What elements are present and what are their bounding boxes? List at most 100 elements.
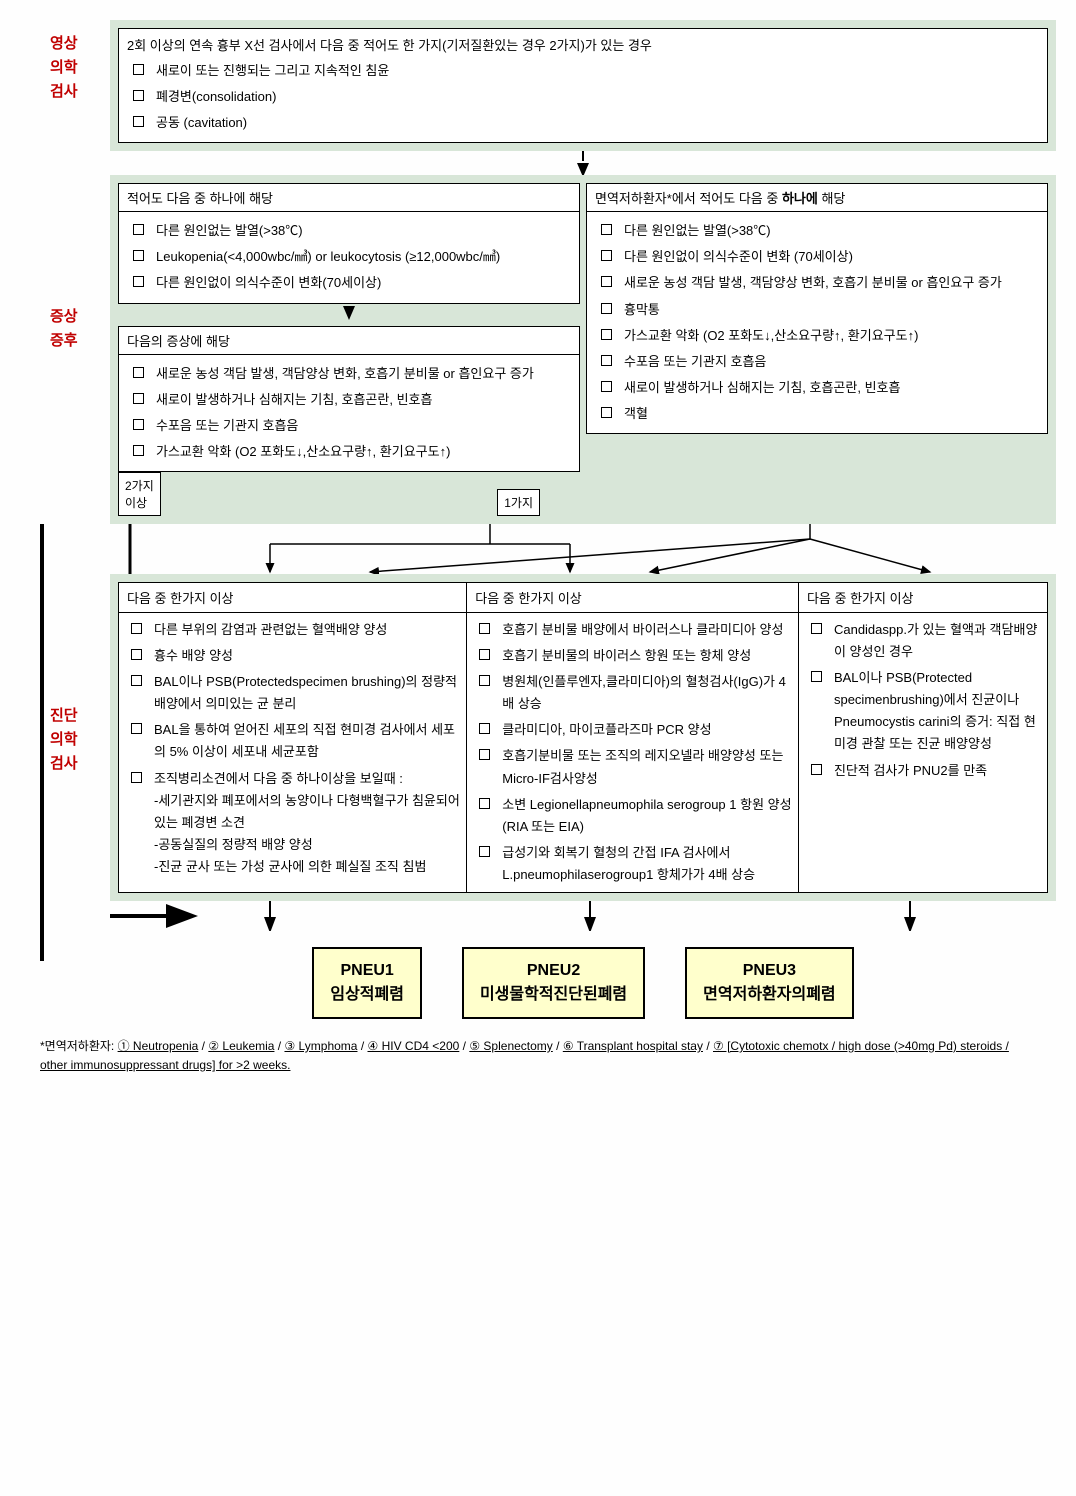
pneu-row: PNEU1 임상적폐렴 PNEU2 미생물학적진단된폐렴 PNEU3 면역저하환… [110, 947, 1056, 1019]
section-label-imaging: 영상 의학 검사 [50, 32, 78, 104]
item-text: 수포음 또는 기관지 호흡음 [156, 415, 571, 437]
list-item: 조직병리소견에서 다음 중 하나이상을 보일때 : -세기관지와 폐포에서의 농… [125, 766, 460, 880]
item-text: 병원체(인플루엔자,클라미디아)의 혈청검사(IgG)가 4배 상승 [502, 671, 792, 715]
list-item: 클라미디아, 마이코플라즈마 PCR 양성 [473, 717, 792, 743]
checkbox-icon [131, 723, 142, 734]
list-item: 병원체(인플루엔자,클라미디아)의 혈청검사(IgG)가 4배 상승 [473, 669, 792, 717]
footnote-prefix: *면역저하환자: [40, 1039, 114, 1053]
item-text: 소변 Legionellapneumophila serogroup 1 항원 … [502, 794, 792, 838]
list-item: 객혈 [595, 401, 1039, 427]
checkbox-icon [811, 623, 822, 634]
checkbox-icon [133, 64, 144, 75]
imaging-item: 폐경변(consolidation) [127, 84, 1039, 110]
pneu-arrows [110, 901, 1070, 931]
checkbox-icon [479, 649, 490, 660]
diag-col1: 다음 중 한가지 이상 다른 부위의 감염과 관련없는 혈액배양 양성 흉수 배… [119, 583, 467, 892]
pneu1-name: 임상적폐렴 [330, 986, 404, 1003]
list-item: 수포음 또는 기관지 호흡음 [595, 349, 1039, 375]
item-text: 다른 원인없이 의식수준이 변화(70세이상) [156, 272, 571, 294]
item-text: 다른 원인없는 발열(>38℃) [156, 220, 571, 242]
tag-2plus: 2가지 이상 [118, 472, 161, 516]
checkbox-icon [601, 407, 612, 418]
item-text: 흉막통 [624, 299, 1039, 321]
list-item: 흉수 배양 양성 [125, 643, 460, 669]
pneu3-box: PNEU3 면역저하환자의폐렴 [685, 947, 853, 1019]
item-text: 새로이 발생하거나 심해지는 기침, 호흡곤란, 빈호흡 [624, 377, 1039, 399]
item-text: 가스교환 악화 (O2 포화도↓,산소요구량↑, 환기요구도↑) [156, 441, 571, 463]
checkbox-icon [131, 623, 142, 634]
imaging-item: 공동 (cavitation) [127, 110, 1039, 136]
list-item: BAL이나 PSB(Protectedspecimen brushing)의 정… [125, 669, 460, 717]
imaging-section: 2회 이상의 연속 흉부 X선 검사에서 다음 중 적어도 한 가지(기저질환있… [110, 20, 1056, 151]
footnote-item: ⑤ Splenectomy [469, 1039, 552, 1053]
imaging-item-text: 폐경변(consolidation) [156, 86, 1039, 108]
list-item: BAL이나 PSB(Protected specimenbrushing)에서 … [805, 665, 1041, 757]
item-text: 새로운 농성 객담 발생, 객담양상 변화, 호흡기 분비물 or 흡인요구 증… [624, 272, 1039, 294]
pneu3-code: PNEU3 [743, 962, 796, 979]
list-item: 다른 원인없이 의식수준이 변화(70세이상) [127, 270, 571, 296]
pneu3-name: 면역저하환자의폐렴 [703, 986, 835, 1003]
item-text: 호흡기 분비물의 바이러스 항원 또는 항체 양성 [502, 645, 792, 667]
list-item: 소변 Legionellapneumophila serogroup 1 항원 … [473, 792, 792, 840]
checkbox-icon [133, 419, 144, 430]
imaging-header: 2회 이상의 연속 흉부 X선 검사에서 다음 중 적어도 한 가지(기저질환있… [127, 35, 1039, 58]
checkbox-icon [479, 798, 490, 809]
item-text: 흉수 배양 양성 [154, 645, 460, 667]
item-text: BAL이나 PSB(Protected specimenbrushing)에서 … [834, 667, 1041, 755]
symptoms-section: 적어도 다음 중 하나에 해당 다른 원인없는 발열(>38℃) Leukope… [110, 175, 1056, 524]
pneu2-box: PNEU2 미생물학적진단된폐렴 [462, 947, 645, 1019]
symptoms-left-box2: 새로운 농성 객담 발생, 객담양상 변화, 호흡기 분비물 or 흡인요구 증… [118, 354, 580, 472]
footnote-item: ② Leukemia [208, 1039, 274, 1053]
item-text: 조직병리소견에서 다음 중 하나이상을 보일때 : -세기관지와 폐포에서의 농… [154, 768, 460, 878]
item-text: 호흡기 분비물 배양에서 바이러스나 클라미디아 양성 [502, 619, 792, 641]
imaging-item: 새로이 또는 진행되는 그리고 지속적인 침윤 [127, 58, 1039, 84]
symptoms-right-column: 면역저하환자*에서 적어도 다음 중 하나에 해당 다른 원인없는 발열(>38… [586, 183, 1048, 516]
checkbox-icon [479, 749, 490, 760]
section-label-symptoms: 증상 증후 [50, 305, 78, 353]
diag-col2-header: 다음 중 한가지 이상 [467, 583, 798, 613]
item-text: BAL을 통하여 얻어진 세포의 직접 현미경 검사에서 세포의 5% 이상이 … [154, 719, 460, 763]
list-item: 호흡기 분비물의 바이러스 항원 또는 항체 양성 [473, 643, 792, 669]
checkbox-icon [601, 250, 612, 261]
footnote-item: ⑥ Transplant hospital stay [563, 1039, 703, 1053]
item-text: 수포음 또는 기관지 호흡음 [624, 351, 1039, 373]
left-thick-line [40, 524, 44, 961]
list-item: 수포음 또는 기관지 호흡음 [127, 413, 571, 439]
pneu2-code: PNEU2 [527, 962, 580, 979]
footnote: *면역저하환자: ① Neutropenia / ② Leukemia / ③ … [40, 1037, 1036, 1075]
pneu2-name: 미생물학적진단된폐렴 [480, 986, 627, 1003]
checkbox-icon [601, 303, 612, 314]
imaging-item-text: 새로이 또는 진행되는 그리고 지속적인 침윤 [156, 60, 1039, 82]
item-text: 다른 원인없는 발열(>38℃) [624, 220, 1039, 242]
footnote-item: ④ HIV CD4 <200 [368, 1039, 460, 1053]
tag-1: 1가지 [497, 489, 540, 516]
list-item: 새로이 발생하거나 심해지는 기침, 호흡곤란, 빈호흡 [595, 375, 1039, 401]
list-item: 다른 원인없는 발열(>38℃) [595, 218, 1039, 244]
list-item: 호흡기 분비물 배양에서 바이러스나 클라미디아 양성 [473, 617, 792, 643]
checkbox-icon [131, 675, 142, 686]
footnote-item: ① Neutropenia [118, 1039, 199, 1053]
item-text: 가스교환 악화 (O2 포화도↓,산소요구량↑, 환기요구도↑) [624, 325, 1039, 347]
symptoms-left-column: 적어도 다음 중 하나에 해당 다른 원인없는 발열(>38℃) Leukope… [118, 183, 580, 516]
checkbox-icon [131, 772, 142, 783]
checkbox-icon [133, 90, 144, 101]
footnote-item: ③ Lymphoma [284, 1039, 357, 1053]
list-item: 호흡기분비물 또는 조직의 레지오넬라 배양양성 또는 Micro-IF검사양성 [473, 743, 792, 791]
checkbox-icon [601, 381, 612, 392]
item-text: 진단적 검사가 PNU2를 만족 [834, 760, 1041, 782]
pneu1-box: PNEU1 임상적폐렴 [312, 947, 422, 1019]
list-item: 흉막통 [595, 297, 1039, 323]
checkbox-icon [479, 623, 490, 634]
diagnostic-section: 다음 중 한가지 이상 다른 부위의 감염과 관련없는 혈액배양 양성 흉수 배… [110, 574, 1056, 901]
item-text: Leukopenia(<4,000wbc/㎣) or leukocytosis … [156, 246, 571, 268]
checkbox-icon [133, 116, 144, 127]
checkbox-icon [133, 250, 144, 261]
checkbox-icon [601, 276, 612, 287]
item-text: Candidaspp.가 있는 혈액과 객담배양이 양성인 경우 [834, 619, 1041, 663]
item-text: 다른 원인없이 의식수준이 변화 (70세이상) [624, 246, 1039, 268]
imaging-item-text: 공동 (cavitation) [156, 112, 1039, 134]
checkbox-icon [601, 329, 612, 340]
section-label-diagnostic: 진단 의학 검사 [50, 704, 78, 776]
checkbox-icon [131, 649, 142, 660]
item-text: 클라미디아, 마이코플라즈마 PCR 양성 [502, 719, 792, 741]
